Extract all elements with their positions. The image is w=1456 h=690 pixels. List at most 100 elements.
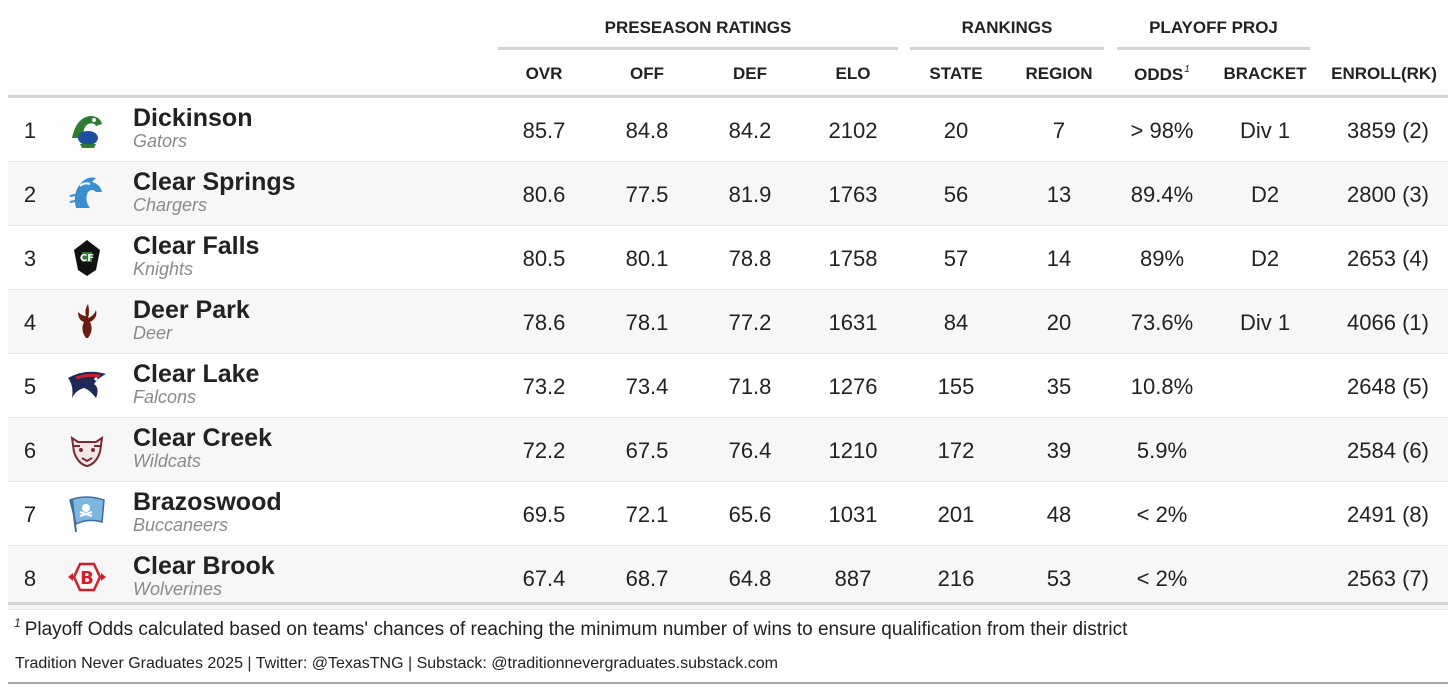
group-playoff-proj: PLAYOFF PROJ [1149, 18, 1278, 37]
cell-def: 76.4 [728, 438, 772, 463]
row-rank: 8 [23, 566, 37, 591]
cell-off: 67.5 [625, 438, 669, 463]
cell-bracket: D2 [1250, 246, 1280, 271]
cell-odds: 73.6% [1130, 310, 1194, 335]
cell-region: 48 [1046, 502, 1072, 527]
cell-bracket: D2 [1250, 182, 1280, 207]
cell-elo: 1763 [828, 182, 878, 207]
col-header-state: STATE [929, 64, 983, 83]
team-mascot: Wildcats [133, 451, 201, 471]
col-header-bracket: BRACKET [1223, 64, 1307, 83]
svg-text:B: B [80, 568, 94, 589]
cell-odds: 89.4% [1130, 182, 1194, 207]
cell-off: 73.4 [625, 374, 669, 399]
row-rank: 1 [23, 118, 37, 143]
wildcat-icon [66, 428, 108, 470]
cell-elo: 1210 [828, 438, 878, 463]
cell-off: 68.7 [625, 566, 669, 591]
table-row: 1 Dickinson Gators 85.7 84.8 84.2 2102 2… [8, 98, 1448, 162]
cell-region: 53 [1046, 566, 1072, 591]
team-name: Deer Park [133, 296, 250, 324]
group-rankings-underline [910, 47, 1104, 50]
cell-odds: > 98% [1130, 118, 1194, 143]
cell-region: 14 [1046, 246, 1072, 271]
cell-bracket [1215, 546, 1315, 609]
row-rank: 5 [23, 374, 37, 399]
gator-icon [66, 108, 108, 150]
cell-off: 84.8 [625, 118, 669, 143]
header-divider [8, 95, 1448, 98]
team-mascot: Buccaneers [133, 515, 229, 535]
team-mascot: Wolverines [133, 579, 223, 599]
col-header-odds: ODDS1 [1114, 64, 1210, 85]
cell-def: 78.8 [728, 246, 772, 271]
cell-elo: 2102 [828, 118, 878, 143]
team-name: Brazoswood [133, 488, 282, 516]
cell-enroll: 2563 (7) [1347, 566, 1429, 591]
table-row: 7 Brazoswood Buccaneers 69.5 72.1 65.6 1… [8, 482, 1448, 546]
col-header-enroll: ENROLL(RK) [1331, 64, 1437, 83]
row-rank: 7 [23, 502, 37, 527]
cell-off: 80.1 [625, 246, 669, 271]
col-header-ovr: OVR [525, 64, 563, 83]
row-rank: 4 [23, 310, 37, 335]
cell-ovr: 80.5 [522, 246, 566, 271]
col-header-odds-footnote-marker: 1 [1184, 64, 1190, 75]
team-cell: Brazoswood Buccaneers [133, 488, 282, 534]
row-rank: 6 [23, 438, 37, 463]
cell-enroll: 2491 (8) [1347, 502, 1429, 527]
team-mascot: Knights [133, 259, 194, 279]
cell-state: 56 [943, 182, 969, 207]
table-row: 2 Clear Springs Chargers 80.6 77.5 81.9 … [8, 162, 1448, 226]
team-mascot: Falcons [133, 387, 197, 407]
footnote-marker: 1 [14, 616, 21, 630]
cell-ovr: 72.2 [522, 438, 566, 463]
cell-enroll: 2584 (6) [1347, 438, 1429, 463]
col-header-odds-label: ODDS [1134, 65, 1184, 84]
cell-def: 84.2 [728, 118, 772, 143]
cell-off: 78.1 [625, 310, 669, 335]
cell-state: 201 [937, 502, 975, 527]
cell-state: 57 [943, 246, 969, 271]
cell-enroll: 4066 (1) [1347, 310, 1429, 335]
cell-def: 77.2 [728, 310, 772, 335]
team-cell: Deer Park Deer [133, 296, 250, 342]
table-row: 6 Clear Creek Wildcats 72.2 67.5 76.4 12… [8, 418, 1448, 482]
col-header-off: OFF [630, 64, 664, 83]
cell-region: 13 [1046, 182, 1072, 207]
cell-def: 64.8 [728, 566, 772, 591]
cell-elo: 1276 [828, 374, 878, 399]
team-name: Clear Creek [133, 424, 272, 452]
cell-bracket: Div 1 [1239, 310, 1291, 335]
cell-def: 81.9 [728, 182, 772, 207]
team-cell: Clear Brook Wolverines [133, 552, 275, 598]
group-preseason-ratings: PRESEASON RATINGS [604, 18, 792, 37]
cell-odds: < 2% [1136, 566, 1188, 591]
row-rank: 2 [23, 182, 37, 207]
b-emblem-icon: B [66, 556, 108, 598]
cell-ovr: 80.6 [522, 182, 566, 207]
cell-ovr: 69.5 [522, 502, 566, 527]
cell-region: 20 [1046, 310, 1072, 335]
table-row: 3 CF Clear Falls Knights 80.5 80.1 78.8 … [8, 226, 1448, 290]
table-row: 8 B Clear Brook Wolverines 67.4 68.7 64.… [8, 546, 1448, 610]
table-body: 1 Dickinson Gators 85.7 84.8 84.2 2102 2… [8, 98, 1448, 610]
cell-bracket [1215, 418, 1315, 481]
svg-text:CF: CF [80, 253, 94, 264]
cell-odds: < 2% [1136, 502, 1188, 527]
knight-icon: CF [66, 236, 108, 278]
cell-def: 71.8 [728, 374, 772, 399]
cell-odds: 89% [1139, 246, 1185, 271]
team-cell: Clear Creek Wildcats [133, 424, 272, 470]
group-playoff-underline [1117, 47, 1310, 50]
cell-enroll: 2653 (4) [1347, 246, 1429, 271]
cell-bracket [1215, 354, 1315, 417]
cell-elo: 1031 [828, 502, 878, 527]
team-cell: Dickinson Gators [133, 104, 252, 150]
cell-region: 39 [1046, 438, 1072, 463]
cell-region: 7 [1052, 118, 1066, 143]
team-name: Dickinson [133, 104, 253, 132]
deer-antler-icon [66, 300, 108, 342]
team-name: Clear Falls [133, 232, 260, 260]
cell-enroll: 2800 (3) [1347, 182, 1429, 207]
